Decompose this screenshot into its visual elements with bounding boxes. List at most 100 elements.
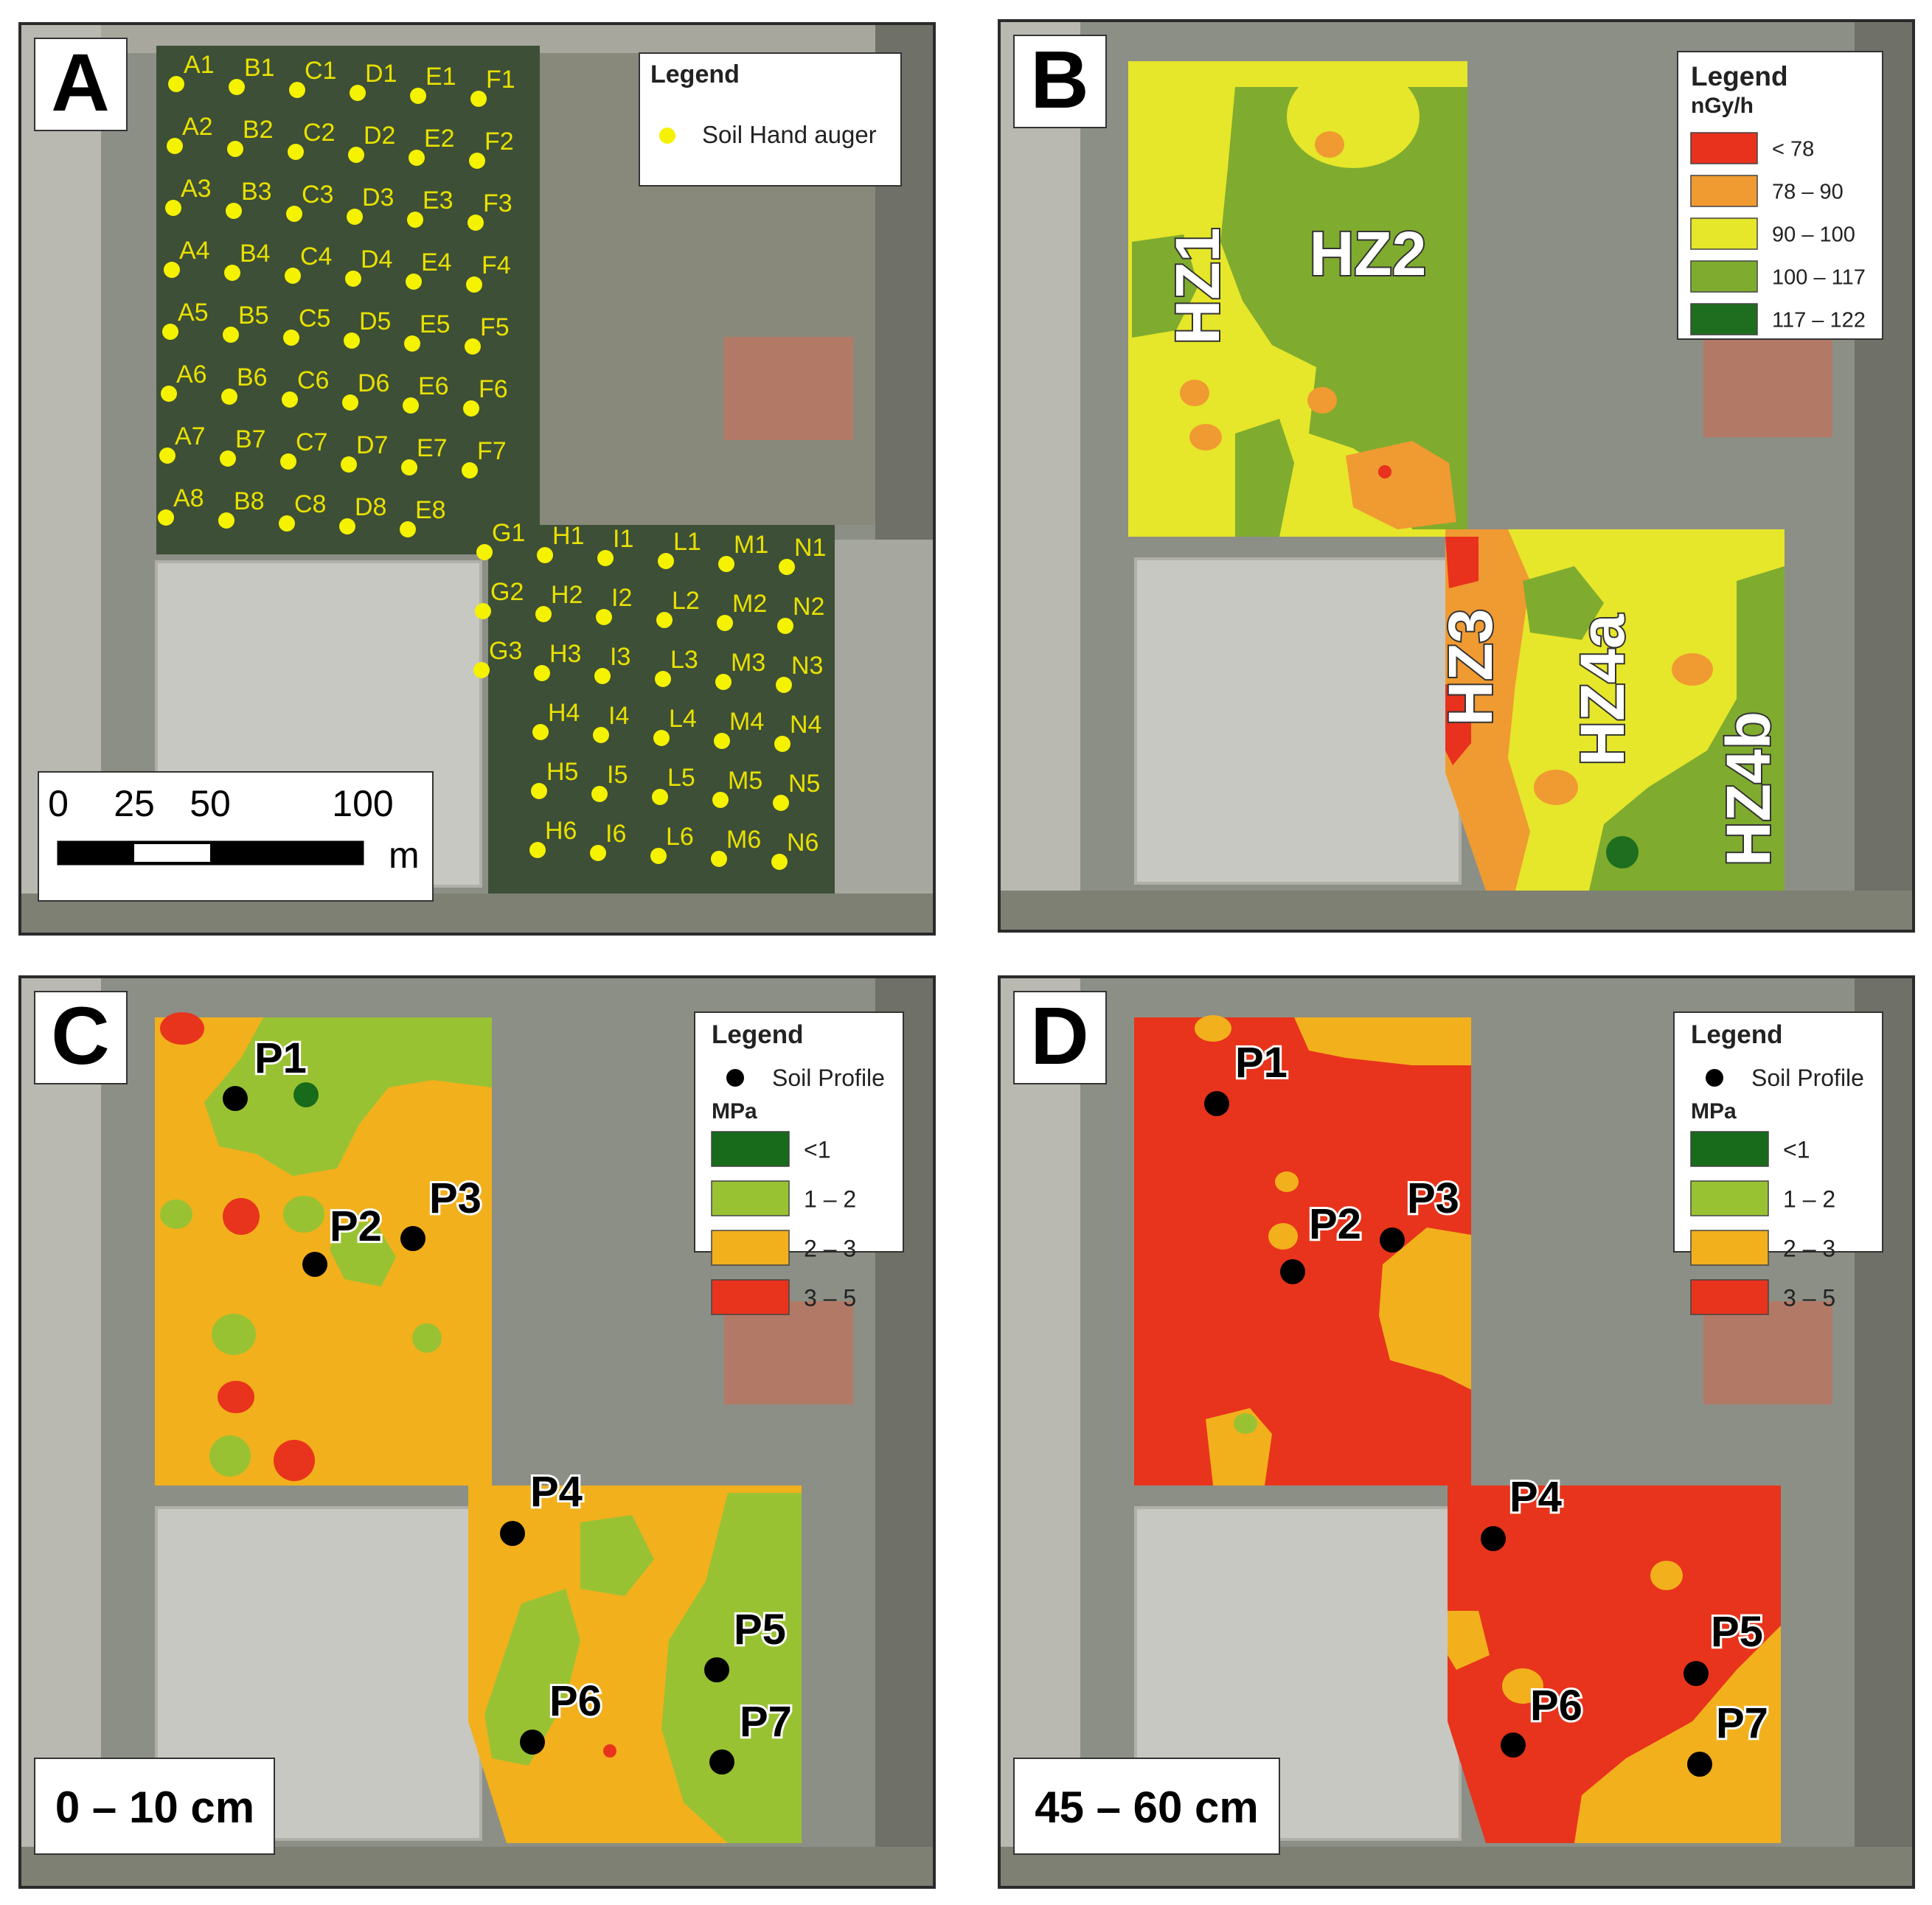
zone-labels: HZ1 HZ2 HZ3 HZ4a HZ4b <box>1161 217 1785 868</box>
profile-point-p2 <box>302 1252 327 1277</box>
auger-point-l5 <box>652 789 668 805</box>
auger-label-c4: C4 <box>300 243 332 271</box>
auger-label-i5: I5 <box>607 761 628 789</box>
auger-point-i5 <box>591 786 608 802</box>
resistance-surface-0-10cm <box>155 1012 802 1843</box>
profile-label-p4: P4 <box>530 1468 583 1516</box>
scale-bar: 0 25 50 100 m <box>38 771 434 902</box>
profile-label-p7: P7 <box>740 1698 792 1746</box>
legend-classes: < 78 78 – 90 90 – 100 100 – 117 117 – 122 <box>1690 132 1866 335</box>
auger-label-a4: A4 <box>179 237 210 265</box>
legend-class-label-4: 3 – 5 <box>804 1284 856 1311</box>
panel-b-frame <box>998 19 1915 933</box>
legend-swatch-1 <box>1690 132 1758 164</box>
panel-d-legend: Legend Soil Profile MPa <1 1 – 2 2 – 3 3 – … <box>1673 1011 1883 1315</box>
auger-point-a2 <box>167 138 183 154</box>
auger-label-f3: F3 <box>483 189 512 217</box>
auger-point-l4 <box>653 730 670 746</box>
mpa-spot-red-1 <box>160 1012 204 1045</box>
mpa-spot-red-2 <box>223 1198 260 1235</box>
legend-swatch-3 <box>1690 217 1758 250</box>
mpa-area-orange-southeast <box>1574 1626 1781 1843</box>
dose-spot-red-centre <box>1378 465 1391 478</box>
auger-label-i2: I2 <box>611 584 632 612</box>
auger-point-a5 <box>162 324 178 340</box>
mpa-area-orange-east <box>1379 1227 1471 1390</box>
auger-label-f2: F2 <box>484 128 514 156</box>
panel-b: HZ1 HZ2 HZ3 HZ4a HZ4b B Legend nGy/h < 7… <box>998 19 1915 933</box>
profile-point-p6 <box>1501 1732 1526 1758</box>
auger-label-d7: D7 <box>356 431 388 459</box>
auger-label-b5: B5 <box>238 302 269 330</box>
panel-a-letter-box: A <box>34 38 128 131</box>
road-west <box>999 21 1080 931</box>
auger-label-f6: F6 <box>479 375 508 403</box>
auger-label-n5: N5 <box>788 770 820 798</box>
mpa-spot-dark-green <box>293 1082 319 1107</box>
auger-label-n3: N3 <box>791 652 823 680</box>
mpa-spot-green-1 <box>160 1199 192 1229</box>
auger-point-h3 <box>534 665 550 681</box>
auger-point-i3 <box>594 668 611 684</box>
panel-c-letter-box: C <box>34 991 128 1084</box>
auger-point-i1 <box>597 550 614 566</box>
profile-label-p3: P3 <box>1407 1174 1459 1222</box>
auger-label-n2: N2 <box>793 593 824 621</box>
auger-point-f5 <box>465 338 481 355</box>
auger-point-b2 <box>227 141 243 157</box>
auger-label-e5: E5 <box>420 310 451 338</box>
profile-point-p7 <box>1687 1752 1712 1777</box>
auger-label-e6: E6 <box>418 372 449 400</box>
panel-d-letter: D <box>1030 991 1088 1082</box>
auger-point-g1 <box>476 544 493 560</box>
dose-spot-orange-2 <box>1180 380 1209 406</box>
building-roof <box>1703 334 1832 437</box>
auger-point-g3 <box>473 662 490 678</box>
auger-point-d5 <box>344 332 360 349</box>
auger-point-e4 <box>406 274 422 290</box>
mpa-spot-orange-1 <box>1195 1015 1231 1042</box>
zone-label-hz3: HZ3 <box>1436 609 1505 726</box>
auger-label-l2: L2 <box>672 587 700 615</box>
auger-label-c2: C2 <box>303 119 335 147</box>
auger-point-m3 <box>715 674 732 690</box>
auger-point-h1 <box>537 547 553 563</box>
auger-label-l6: L6 <box>666 823 694 851</box>
auger-label-l1: L1 <box>673 528 701 556</box>
auger-label-b1: B1 <box>244 54 275 82</box>
auger-point-l3 <box>655 671 671 687</box>
auger-label-f7: F7 <box>477 437 507 465</box>
dose-area-hz4a-green <box>1523 566 1604 640</box>
legend-swatch-1 <box>1690 1131 1769 1167</box>
dump-area <box>835 540 934 894</box>
auger-point-m1 <box>718 556 734 572</box>
legend-title: Legend <box>712 1020 803 1049</box>
legend-item-soil-hand-auger: Soil Hand auger <box>702 121 877 148</box>
auger-label-g2: G2 <box>490 578 524 606</box>
auger-point-h4 <box>532 724 549 740</box>
auger-point-f2 <box>469 153 485 169</box>
auger-label-a3: A3 <box>181 175 212 203</box>
auger-label-e3: E3 <box>423 187 454 215</box>
legend-item-soil-profile: Soil Profile <box>1751 1065 1864 1091</box>
auger-label-f1: F1 <box>486 66 515 94</box>
auger-point-l2 <box>656 612 673 628</box>
auger-point-b4 <box>224 265 240 281</box>
auger-point-d3 <box>347 209 363 225</box>
legend-class-label-3: 90 – 100 <box>1772 223 1855 247</box>
panel-d-frame <box>998 975 1915 1889</box>
auger-label-i6: I6 <box>605 820 626 848</box>
auger-point-a8 <box>158 509 174 526</box>
auger-point-f4 <box>466 276 482 293</box>
legend-class-label-3: 2 – 3 <box>1783 1235 1835 1261</box>
profile-label-p7: P7 <box>1716 1699 1768 1747</box>
legend-swatch-2 <box>1690 1180 1769 1216</box>
auger-point-c1 <box>289 82 305 98</box>
auger-point-e6 <box>403 397 419 414</box>
auger-label-i1: I1 <box>613 525 633 553</box>
panel-b-legend: Legend nGy/h < 78 78 – 90 90 – 100 100 – 11… <box>1677 51 1883 340</box>
panel-c-letter: C <box>51 991 109 1082</box>
legend-swatch-2 <box>1690 175 1758 207</box>
auger-label-g3: G3 <box>489 637 522 665</box>
